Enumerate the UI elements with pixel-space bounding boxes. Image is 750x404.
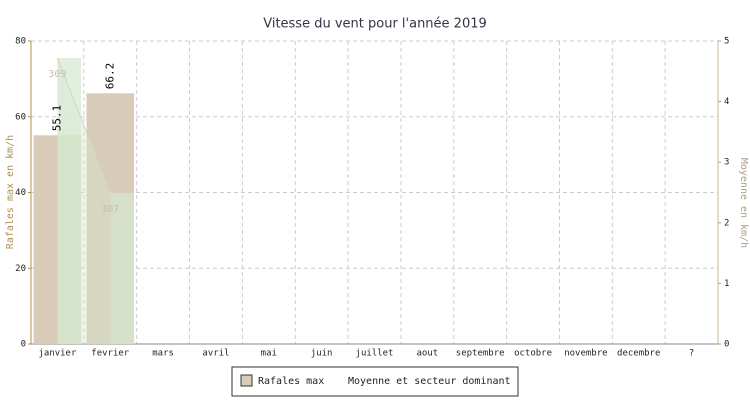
- mean-area: [57, 57, 111, 345]
- mean-bar: [110, 193, 135, 344]
- x-tick-label: septembre: [456, 349, 505, 359]
- chart-title: Vitesse du vent pour l'année 2019: [263, 17, 487, 32]
- y2-tick-label: 5: [724, 37, 729, 47]
- y2-tick-label: 3: [724, 158, 729, 168]
- mean-bar: [57, 57, 82, 345]
- legend-label: Rafales max: [258, 376, 324, 387]
- x-tick-label: juin: [311, 349, 333, 359]
- mean-line: [56, 57, 111, 194]
- x-tick-label: mars: [152, 349, 174, 359]
- x-tick-label: janvier: [38, 349, 77, 359]
- y-tick-label: 0: [21, 340, 26, 350]
- y-tick-label: 80: [15, 37, 26, 47]
- x-tick-label: decembre: [617, 349, 660, 359]
- y2-tick-label: 4: [724, 97, 729, 107]
- y-tick-label: 60: [15, 112, 26, 122]
- y-tick-label: 40: [15, 188, 26, 198]
- y-axis-label: Rafales max en km/h: [5, 135, 16, 249]
- x-tick-label: novembre: [564, 349, 607, 359]
- x-tick-label: aout: [417, 349, 439, 359]
- legend-box: [231, 366, 519, 397]
- x-tick-label: mai: [261, 349, 277, 359]
- sector-label: 309: [48, 69, 66, 80]
- legend-label: Moyenne et secteur dominant: [348, 376, 511, 387]
- x-tick-label: juillet: [356, 349, 394, 359]
- y2-axis-label: Moyenne en km/h: [738, 158, 749, 248]
- legend-swatch: [240, 374, 253, 387]
- value-label: 66.2: [103, 63, 116, 90]
- y2-tick-label: 1: [724, 279, 729, 289]
- y2-tick-label: 2: [724, 218, 729, 228]
- x-tick-label: octobre: [514, 349, 552, 359]
- sector-label: 307: [101, 204, 119, 215]
- value-label: 55.1: [50, 105, 63, 132]
- y-tick-label: 20: [15, 264, 26, 274]
- x-tick-label: ?: [689, 349, 694, 359]
- x-tick-label: fevrier: [91, 349, 130, 359]
- y2-tick-label: 0: [724, 340, 729, 350]
- x-tick-label: avril: [202, 349, 229, 359]
